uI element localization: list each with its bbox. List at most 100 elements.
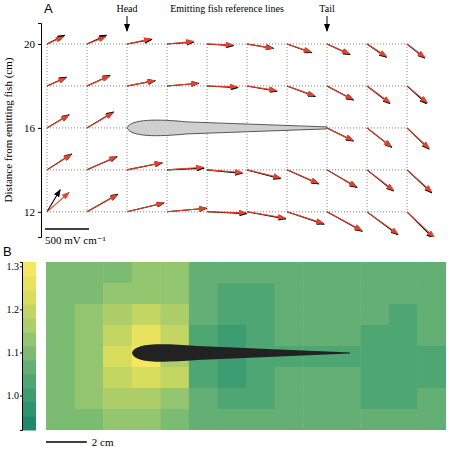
heat-cell (217, 409, 246, 430)
vector-series (47, 35, 433, 237)
scale-bar (45, 228, 89, 230)
colorbar-step (22, 346, 36, 361)
heat-cell (132, 367, 161, 389)
heat-cell (360, 283, 389, 305)
heat-cell (103, 388, 132, 410)
vector-arrow (287, 170, 318, 183)
vector-arrow (367, 86, 390, 103)
colorbar (22, 262, 36, 431)
vector-arrow (47, 35, 65, 44)
heat-cell (275, 304, 304, 326)
heat-cell (246, 409, 275, 430)
vector-arrow (47, 78, 65, 86)
heat-cell (217, 262, 246, 284)
vector-arrow (167, 167, 203, 170)
vector-arrow (207, 170, 242, 174)
colorbar-step (22, 402, 36, 417)
grid-line (47, 43, 407, 44)
heat-cell (246, 325, 275, 347)
heat-cell (303, 367, 332, 389)
heat-cell (103, 262, 132, 284)
vector-arrow (87, 76, 109, 86)
colorbar-step (22, 290, 36, 305)
vector-arrow (367, 86, 390, 104)
tick-label: 12 (24, 206, 35, 218)
vector-arrow (167, 41, 193, 44)
heat-cell (75, 346, 104, 368)
heat-cell (389, 346, 418, 368)
vector-arrow (247, 212, 285, 218)
vector-arrow (87, 35, 106, 44)
vector-arrow (247, 212, 286, 219)
heat-cell (360, 409, 389, 430)
heat-cell (103, 325, 132, 347)
vector-arrow (247, 44, 273, 48)
tick: 1.2 (7, 304, 23, 315)
panel-label: A (44, 1, 53, 16)
heat-cell (75, 304, 104, 326)
tick: 1.1 (7, 347, 23, 358)
vector-arrow (87, 195, 117, 212)
heat-cell (389, 367, 418, 389)
vector-arrow (407, 86, 426, 104)
heat-cell (332, 304, 361, 326)
tick: 20 (24, 38, 41, 50)
heat-cell (103, 409, 132, 430)
vector-arrow (287, 212, 323, 223)
vector-series (47, 37, 434, 237)
vector-arrow (327, 44, 349, 54)
heat-cell (389, 325, 418, 347)
heat-cell (132, 283, 161, 305)
vector-arrow (327, 170, 357, 188)
vector-arrow (407, 170, 432, 193)
heat-cell (246, 304, 275, 326)
vector-arrow (367, 212, 398, 234)
heat-cell (275, 388, 304, 410)
heat-cell (275, 346, 304, 368)
vector-arrow (327, 170, 356, 187)
heat-cell (332, 325, 361, 347)
heatmap (46, 262, 446, 430)
vector-arrow (87, 194, 118, 212)
heat-cell (46, 409, 75, 430)
vector-arrow (87, 75, 110, 86)
heat-cell (75, 367, 104, 389)
tick-mark (20, 266, 22, 267)
heat-cell (103, 346, 132, 368)
vector-arrow (327, 86, 353, 100)
vector-arrow (127, 81, 154, 86)
heat-cell (275, 325, 304, 347)
vector-arrow (367, 212, 398, 235)
vector-arrow (87, 157, 116, 170)
y-axis-title: Distance from emitting fish (cm) (2, 57, 15, 202)
tick-mark (38, 128, 41, 129)
vector-arrow (167, 83, 198, 86)
vector-arrow (127, 163, 162, 170)
heat-cell (332, 367, 361, 389)
vector-arrow (127, 203, 163, 212)
annotation-arrow (327, 16, 328, 31)
vector-arrow (127, 39, 151, 44)
vector-arrow (327, 212, 361, 230)
heat-cell (275, 409, 304, 430)
heat-cell (303, 262, 332, 284)
tick-label: 20 (24, 38, 36, 50)
vector-arrow (207, 211, 246, 213)
heat-cell (103, 367, 132, 389)
heat-cell (417, 325, 446, 347)
vector-arrow (87, 112, 113, 128)
vector-arrow (207, 85, 237, 87)
heat-cell (417, 304, 446, 326)
heat-cell (189, 325, 218, 347)
vector-arrow (247, 86, 276, 90)
vector-arrow (247, 44, 273, 48)
heat-cell (75, 283, 104, 305)
heat-cell (46, 388, 75, 410)
heat-cell (103, 283, 132, 305)
vector-arrow (167, 208, 206, 212)
heat-cell (303, 388, 332, 410)
vector-arrow (287, 170, 319, 184)
annotation-arrow (127, 16, 128, 31)
heat-cell (132, 388, 161, 410)
heat-cell (332, 409, 361, 430)
